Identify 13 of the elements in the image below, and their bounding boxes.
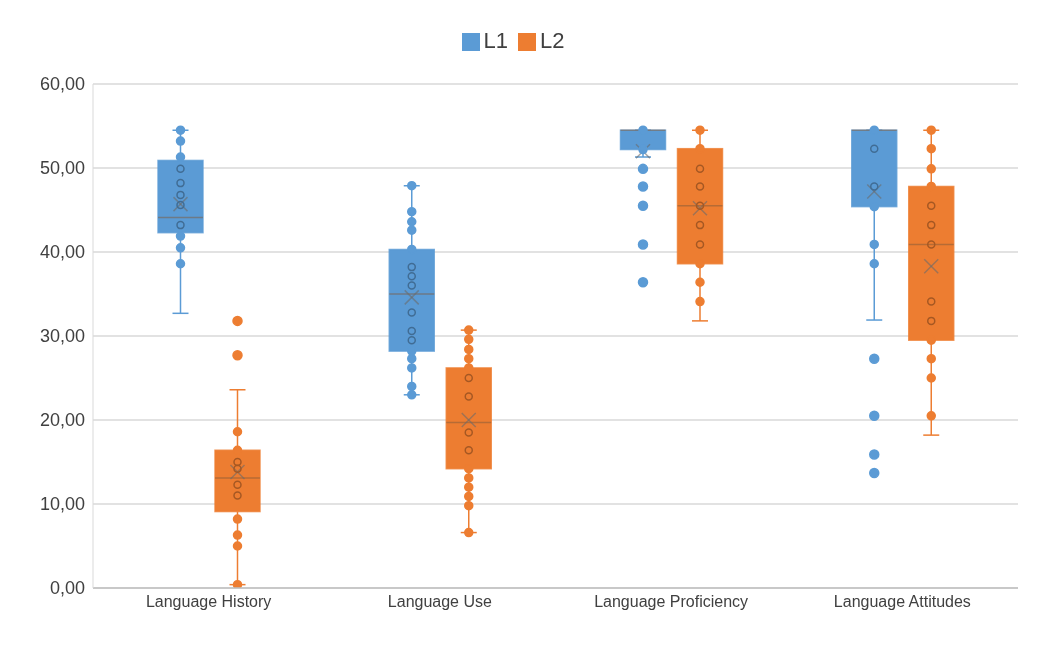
y-tick-label: 60,00 <box>39 74 85 95</box>
y-tick-label: 30,00 <box>39 326 85 347</box>
x-tick-label: Language Attitudes <box>833 593 971 611</box>
y-tick-label: 0,00 <box>49 578 85 599</box>
legend-label: L2 <box>540 28 565 53</box>
legend-label: L1 <box>483 28 508 53</box>
y-tick-label: 50,00 <box>39 158 85 179</box>
x-tick-label: Language History <box>145 593 272 611</box>
x-tick-label: Language Proficiency <box>594 593 749 611</box>
y-tick-label: 40,00 <box>39 242 85 263</box>
y-tick-label: 20,00 <box>39 410 85 431</box>
y-tick-label: 10,00 <box>39 494 85 515</box>
x-tick-label: Language Use <box>387 593 493 611</box>
